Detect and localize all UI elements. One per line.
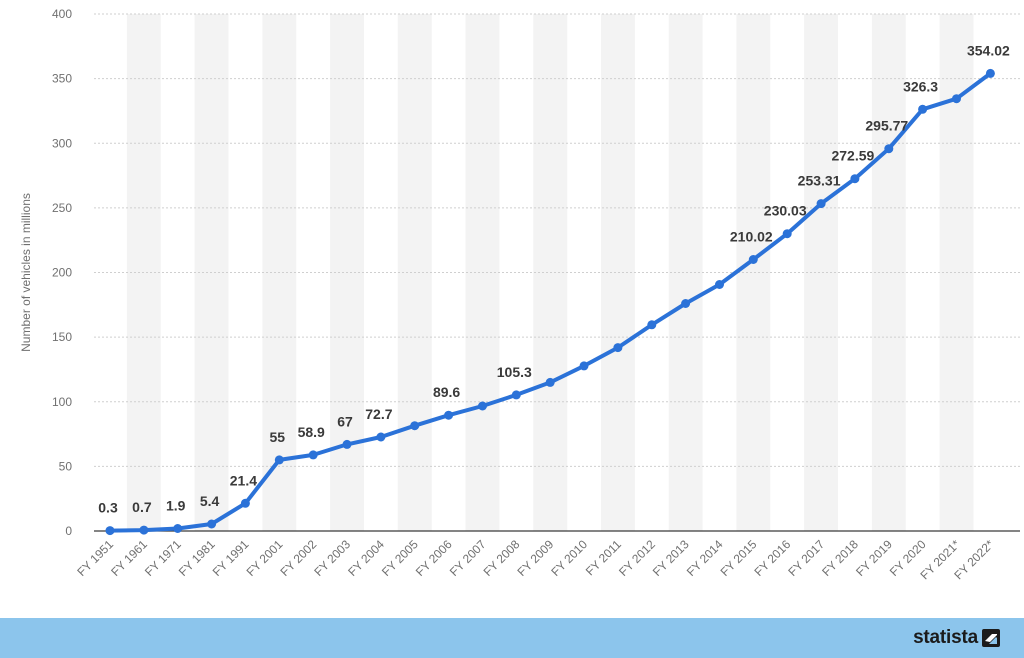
data-point [884, 144, 894, 154]
y-tick-label: 50 [59, 459, 73, 473]
y-tick-label: 0 [65, 524, 72, 538]
x-tick-label: FY 1991 [210, 537, 252, 579]
data-label: 89.6 [433, 384, 460, 400]
y-axis-title: Number of vehicles in millions [19, 193, 33, 352]
statista-wordmark: statista [913, 627, 978, 648]
data-point [105, 526, 115, 536]
data-point [985, 68, 995, 78]
data-label: 105.3 [497, 364, 532, 380]
data-label: 326.3 [903, 78, 938, 94]
data-label: 253.31 [798, 173, 841, 189]
data-point [579, 361, 589, 371]
data-point [511, 390, 521, 400]
data-point [613, 343, 623, 353]
data-label: 0.3 [98, 500, 118, 516]
x-tick-label: FY 2017 [785, 537, 827, 579]
x-tick-label: FY 2007 [447, 537, 489, 579]
data-point [410, 421, 420, 431]
footer-bar: statista [0, 618, 1024, 658]
data-point [816, 199, 826, 209]
data-point [478, 401, 487, 411]
data-point [342, 439, 352, 449]
x-tick-label: FY 2014 [684, 537, 726, 579]
data-label: 21.4 [230, 472, 257, 488]
y-tick-label: 100 [52, 395, 72, 409]
x-tick-label: FY 2010 [548, 537, 590, 579]
x-tick-label: FY 2009 [514, 537, 556, 579]
x-tick-label: FY 1961 [108, 537, 150, 579]
data-label: 72.7 [365, 406, 392, 422]
data-point [850, 174, 860, 184]
data-label: 58.9 [298, 424, 325, 440]
column-band [871, 14, 906, 531]
statista-logo-icon [982, 629, 1000, 647]
data-point [681, 299, 691, 308]
data-point [782, 229, 792, 239]
column-band [804, 14, 838, 531]
data-label: 0.7 [132, 499, 152, 515]
column-band [668, 14, 703, 531]
x-tick-label: FY 2015 [718, 537, 760, 579]
x-tick-label: FY 2016 [751, 537, 793, 579]
chart-area: 0 50 100 150 200 250 300 350 400 Number of vehicl… [19, 7, 1020, 583]
data-point [715, 280, 724, 289]
x-tick-label: FY 2001 [244, 537, 286, 579]
data-point [173, 524, 183, 533]
data-point [274, 455, 284, 465]
y-tick-label: 200 [52, 266, 72, 280]
data-point [918, 104, 928, 114]
data-label: 5.4 [200, 493, 220, 509]
x-tick-label: FY 2005 [379, 537, 421, 579]
data-point [139, 525, 149, 535]
x-tick-label: FY 2006 [413, 537, 455, 579]
y-tick-label: 350 [52, 72, 72, 86]
y-tick-label: 400 [52, 7, 72, 21]
data-label: 295.77 [865, 118, 908, 134]
data-point [748, 255, 758, 264]
data-point [207, 519, 217, 529]
data-label: 67 [337, 413, 353, 429]
data-label: 230.03 [764, 203, 807, 219]
data-point [376, 432, 386, 442]
x-tick-label: FY 2019 [853, 537, 895, 579]
y-tick-label: 300 [52, 136, 72, 150]
x-tick-label: FY 1951 [74, 537, 116, 579]
data-label: 354.02 [967, 42, 1010, 58]
data-label: 272.59 [831, 148, 874, 164]
x-tick-label: FY 2013 [650, 537, 692, 579]
data-point [240, 498, 250, 508]
x-tick-label: FY 2018 [819, 537, 861, 579]
x-tick-label: FY 2012 [616, 537, 658, 579]
x-tick-label: FY 1981 [176, 537, 218, 579]
data-label: 55 [270, 429, 286, 445]
data-point [545, 377, 555, 387]
data-label: 210.02 [730, 229, 773, 245]
x-tick-label: FY 2002 [277, 537, 319, 579]
y-tick-label: 150 [52, 330, 72, 344]
data-point [952, 94, 961, 104]
x-tick-label: FY 2003 [311, 537, 353, 579]
data-point [308, 450, 318, 460]
x-tick-label: FY 2008 [481, 537, 523, 579]
data-point [647, 320, 657, 330]
x-tick-label: FY 2004 [345, 537, 387, 579]
statista-brand[interactable]: statista [913, 625, 1000, 651]
data-point [444, 410, 454, 420]
line-chart: 0 50 100 150 200 250 300 350 400 Number of vehicl… [19, 7, 1020, 582]
x-tick-label: FY 1971 [142, 537, 184, 579]
data-label: 1.9 [166, 498, 186, 514]
column-band [736, 14, 771, 531]
y-tick-label: 250 [52, 201, 72, 215]
